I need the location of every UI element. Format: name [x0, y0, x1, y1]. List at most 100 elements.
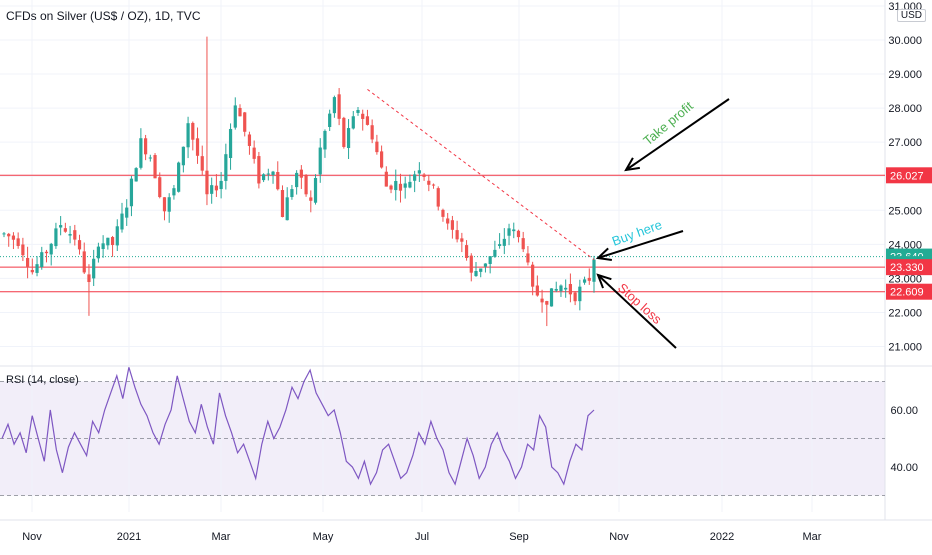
candle-body	[280, 190, 285, 217]
candle-body	[535, 285, 539, 296]
candle-body	[214, 185, 218, 191]
candle-body	[21, 244, 25, 256]
candle-body	[87, 274, 91, 283]
candle-body	[568, 284, 572, 295]
candle-body	[375, 141, 379, 153]
rsi-title: RSI (14, close)	[6, 374, 79, 386]
candle-body	[323, 130, 327, 150]
time-tick-label: Mar	[803, 531, 822, 543]
candle-body	[153, 155, 157, 179]
candle-body	[493, 249, 497, 257]
candle-body	[564, 287, 568, 290]
price-tag-label: 26.027	[890, 170, 924, 182]
candle-body	[450, 220, 454, 230]
candle-body	[582, 279, 587, 283]
rsi-line	[1, 367, 595, 486]
candle-body	[413, 174, 417, 181]
currency-badge[interactable]: USD	[896, 9, 926, 22]
candle-body	[346, 128, 351, 148]
candle-body	[498, 244, 502, 246]
price-tick-label: 29.000	[888, 69, 922, 81]
candle-body	[158, 177, 162, 198]
candle-body	[559, 285, 563, 292]
take-profit-arrow-head	[624, 157, 640, 172]
price-tick-label: 27.000	[888, 137, 922, 149]
candle-body	[290, 189, 294, 198]
candle-body	[54, 228, 58, 247]
price-tag	[886, 259, 932, 276]
candle-body	[115, 226, 119, 246]
candle-body	[44, 251, 49, 254]
candle-body	[16, 238, 20, 246]
candle-body	[219, 180, 223, 190]
candle-body	[431, 184, 436, 186]
candle-body	[210, 185, 214, 194]
candle-body	[365, 116, 370, 125]
time-tick-label: May	[313, 531, 334, 543]
candle-body	[110, 237, 115, 246]
candle-body	[40, 252, 44, 267]
candle-body	[167, 197, 171, 212]
candle-body	[436, 188, 440, 207]
candle-body	[446, 218, 450, 224]
candle-body	[266, 173, 270, 175]
trendline	[367, 88, 595, 261]
buy-arrow-head	[595, 247, 613, 261]
candle-body	[545, 301, 549, 305]
candle-body	[516, 230, 521, 238]
candle-body	[380, 151, 384, 168]
candle-body	[507, 228, 511, 236]
candle-body	[417, 170, 421, 174]
candle-body	[68, 234, 72, 236]
rsi-tick-label: 40.00	[890, 462, 918, 474]
candle-body	[125, 207, 129, 218]
candle-body	[342, 117, 346, 147]
candle-body	[144, 138, 148, 155]
candle-body	[101, 243, 105, 250]
candle-body	[285, 197, 289, 221]
price-tick-label: 22.000	[888, 307, 922, 319]
candle-body	[73, 230, 77, 240]
candle-body	[526, 253, 530, 263]
candle-body	[304, 175, 308, 195]
candle-body	[11, 235, 16, 240]
candle-body	[351, 116, 355, 129]
candle-body	[549, 288, 554, 307]
candle-body	[96, 246, 100, 259]
candle-body	[403, 183, 407, 188]
candle-body	[82, 251, 86, 273]
candle-body	[191, 122, 195, 140]
candle-body	[318, 147, 322, 175]
take-profit-arrow	[625, 98, 730, 171]
time-tick-label: Jul	[415, 531, 429, 543]
price-tag	[886, 167, 932, 184]
candle-body	[521, 238, 525, 250]
candle-body	[455, 230, 459, 240]
candle-body	[483, 263, 488, 267]
candle-body	[313, 177, 318, 203]
candle-body	[479, 268, 483, 272]
candle-body	[224, 154, 228, 181]
price-tick-label: 25.000	[888, 205, 922, 217]
chart-title: CFDs on Silver (US$ / OZ), 1D, TVC	[6, 9, 201, 23]
candle-body	[398, 183, 403, 191]
candle-body	[384, 171, 388, 187]
price-tick-label: 21.000	[888, 342, 922, 354]
candle-body	[35, 264, 39, 273]
candle-body	[464, 245, 469, 258]
candle-body	[531, 264, 535, 287]
rsi-tick-label: 60.00	[890, 405, 918, 417]
candle-body	[262, 174, 266, 181]
candle-body	[328, 113, 332, 128]
candle-body	[205, 170, 209, 195]
candle-body	[49, 243, 53, 255]
candle-body	[172, 188, 176, 196]
candle-body	[134, 168, 138, 182]
candle-body	[408, 181, 412, 188]
candle-body	[370, 125, 374, 140]
candle-body	[252, 147, 256, 159]
candle-body	[200, 156, 204, 171]
price-tick-label: 28.000	[888, 103, 922, 115]
annotation-stop-loss: Stop loss	[615, 280, 665, 327]
